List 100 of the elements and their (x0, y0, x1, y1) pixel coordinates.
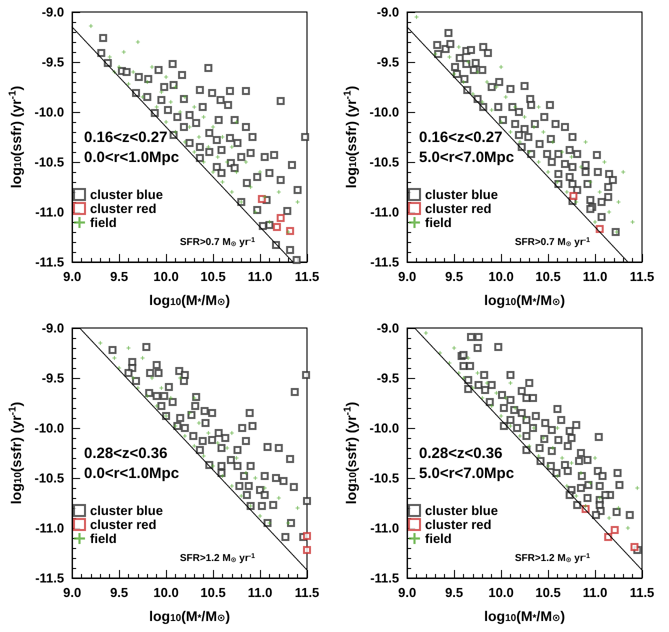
point (145, 394, 150, 398)
point (182, 434, 187, 438)
point (168, 396, 173, 400)
point (262, 486, 267, 490)
y-tick-label: -10.5 (369, 154, 400, 170)
point (550, 140, 555, 144)
x-tick-label: 9.5 (110, 269, 128, 284)
y-tick-label: -10.0 (34, 420, 64, 436)
point (126, 82, 130, 86)
point (593, 456, 598, 460)
y-tick-label: -9.0 (42, 4, 64, 20)
point (494, 85, 498, 89)
y-tick-label: -11.0 (370, 520, 400, 536)
y-tick-label: -11.0 (35, 204, 64, 220)
point (244, 160, 248, 164)
point (414, 15, 419, 19)
point (602, 160, 606, 164)
point (140, 356, 145, 360)
legend-label: cluster blue (90, 187, 163, 202)
point (598, 190, 602, 194)
point (131, 376, 136, 380)
point (490, 108, 494, 112)
point (192, 105, 196, 109)
point (476, 371, 480, 375)
point (286, 521, 290, 525)
point (182, 140, 187, 144)
point (164, 75, 168, 79)
point (276, 190, 281, 194)
point (178, 110, 182, 114)
x-axis-title: log10(M*/M⊙) (149, 608, 230, 624)
point (541, 130, 546, 134)
point (490, 404, 494, 408)
x-tick-label: 11.0 (248, 269, 272, 284)
point (88, 24, 93, 28)
point (574, 494, 578, 498)
point (230, 431, 234, 435)
legend-label: cluster red (425, 517, 492, 532)
x-tick-label: 11.5 (630, 585, 654, 600)
point (258, 514, 262, 518)
point (122, 50, 126, 54)
point (522, 115, 527, 119)
point (276, 496, 281, 500)
point (211, 125, 216, 129)
point (112, 356, 116, 360)
y-tick-label: -10.0 (369, 104, 400, 120)
point (564, 190, 569, 194)
y-tick-label: -11.5 (370, 570, 400, 586)
point (230, 190, 234, 194)
point (258, 170, 262, 174)
y-tick-label: -9.5 (376, 54, 400, 70)
point (196, 135, 201, 139)
y-axis-title: log10(ssfr) (yr-1) (8, 402, 24, 504)
point (466, 356, 470, 360)
x-axis-title: log10(M*/M⊙) (484, 292, 566, 308)
point (202, 160, 206, 164)
point (607, 516, 612, 520)
legend-label: cluster blue (425, 187, 498, 202)
point (303, 546, 311, 554)
point (296, 200, 300, 204)
point (630, 220, 635, 224)
point (560, 456, 564, 460)
point (211, 464, 216, 468)
x-tick-label: 10.0 (488, 585, 514, 600)
y-tick-label: -9.5 (42, 54, 64, 70)
point (593, 220, 598, 224)
point (216, 441, 220, 445)
x-tick-label: 11.5 (630, 269, 654, 284)
point (145, 80, 150, 84)
point (621, 170, 626, 174)
point (154, 105, 159, 109)
x-tick-label: 10.5 (200, 269, 226, 284)
point (220, 135, 224, 139)
point (178, 376, 182, 380)
point (225, 160, 230, 164)
point (230, 145, 234, 149)
x-tick-label: 9.0 (63, 585, 82, 600)
point (239, 494, 244, 498)
point (202, 115, 206, 119)
point (452, 72, 456, 76)
point (480, 100, 484, 104)
legend-label: field (425, 215, 452, 230)
legend-label: cluster blue (425, 503, 498, 518)
x-tick-label: 10.5 (200, 585, 226, 600)
point (234, 456, 239, 460)
point (140, 95, 145, 99)
point (616, 506, 621, 510)
x-tick-label: 10.0 (153, 269, 179, 284)
point (230, 484, 234, 488)
point (508, 424, 512, 428)
point (211, 170, 216, 174)
y-tick-label: -10.0 (369, 420, 400, 436)
point (607, 210, 612, 214)
point (584, 504, 588, 508)
point (159, 386, 164, 390)
point (150, 376, 154, 380)
point (504, 95, 508, 99)
y-tick-label: -10.0 (34, 104, 64, 120)
x-axis-title: log10(M*/M⊙) (149, 292, 230, 308)
y-tick-label: -9.0 (376, 4, 400, 20)
point (610, 526, 619, 534)
